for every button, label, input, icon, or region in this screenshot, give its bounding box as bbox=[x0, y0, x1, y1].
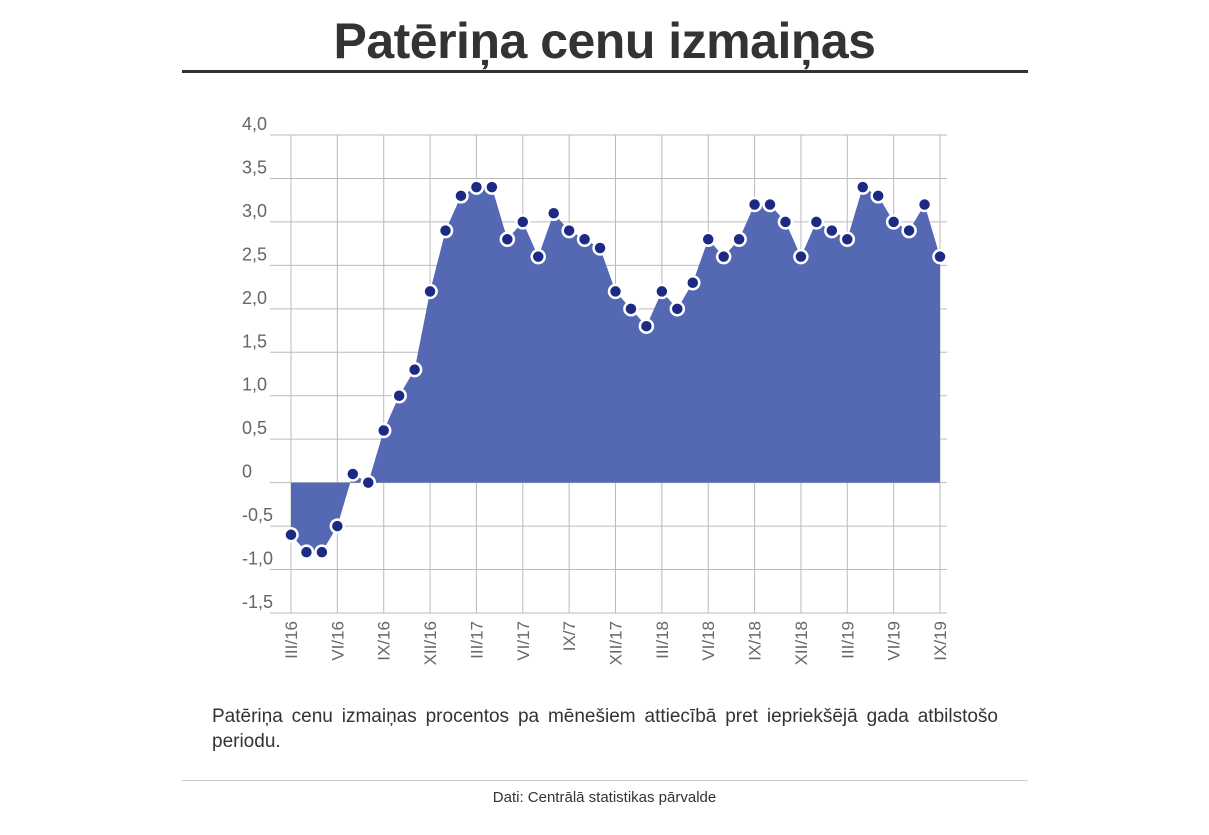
data-point bbox=[731, 231, 747, 248]
data-point bbox=[360, 474, 377, 491]
data-point bbox=[499, 231, 516, 248]
y-tick-label: 3,5 bbox=[242, 157, 267, 177]
data-point bbox=[808, 214, 825, 230]
x-tick-label: XII/16 bbox=[421, 621, 440, 665]
data-point bbox=[839, 231, 856, 248]
y-tick-label: 2,5 bbox=[242, 244, 267, 264]
data-point bbox=[854, 179, 871, 195]
x-tick-label: XII/18 bbox=[792, 621, 811, 665]
data-point bbox=[762, 196, 778, 213]
data-point bbox=[885, 214, 902, 230]
chart-description: Patēriņa cenu izmaiņas procentos pa mēne… bbox=[212, 706, 998, 752]
data-point bbox=[623, 301, 639, 317]
area-layer bbox=[291, 187, 940, 553]
data-point bbox=[314, 544, 330, 560]
chart-canvas: 4,0 3,5 3,0 2,5 2,0 1,5 1,0 0,5 0 -0,5 -1,0 -1,5 II… bbox=[242, 114, 950, 665]
series-area bbox=[291, 187, 940, 553]
data-point bbox=[437, 222, 454, 239]
x-tick-label: IX/7 bbox=[560, 621, 579, 651]
data-point bbox=[715, 248, 732, 265]
x-tick-label: VI/17 bbox=[514, 621, 533, 661]
data-point bbox=[793, 248, 809, 265]
y-tick-label: -0,5 bbox=[242, 505, 273, 525]
x-tick-label: III/17 bbox=[467, 621, 486, 659]
data-point bbox=[669, 301, 686, 317]
y-tick-label: 4,0 bbox=[242, 114, 267, 134]
data-point bbox=[515, 214, 531, 230]
data-point bbox=[484, 179, 500, 195]
data-point bbox=[453, 188, 469, 204]
x-axis-ticks: III/16 VI/16 IX/16 XII/16 III/17 VI/17 IX/7 XII… bbox=[282, 621, 950, 665]
y-tick-label: -1,0 bbox=[242, 549, 273, 569]
data-point bbox=[932, 248, 948, 265]
data-point bbox=[329, 518, 346, 534]
data-point bbox=[561, 222, 577, 239]
footer-divider bbox=[182, 780, 1028, 781]
x-tick-label: III/16 bbox=[282, 621, 301, 659]
y-tick-label: 1,5 bbox=[242, 331, 267, 351]
data-point bbox=[685, 274, 701, 291]
data-point bbox=[406, 361, 423, 378]
data-point bbox=[870, 188, 886, 204]
data-point bbox=[824, 222, 840, 239]
data-source: Dati: Centrālā statistikas pārvalde bbox=[492, 789, 717, 806]
data-point bbox=[576, 231, 593, 248]
y-tick-label: 2,0 bbox=[242, 288, 267, 308]
data-point bbox=[638, 318, 655, 334]
data-point bbox=[375, 422, 392, 439]
x-tick-label: XII/17 bbox=[607, 621, 626, 665]
data-point bbox=[916, 196, 933, 213]
data-point bbox=[283, 527, 299, 543]
data-point bbox=[468, 179, 485, 195]
page-title: Patēriņa cenu izmaiņas bbox=[333, 13, 876, 69]
x-tick-label: VI/18 bbox=[699, 621, 718, 661]
data-point bbox=[746, 196, 763, 213]
data-points bbox=[283, 179, 948, 560]
y-tick-label: -1,5 bbox=[242, 592, 273, 612]
data-point bbox=[298, 544, 315, 560]
data-point bbox=[654, 283, 670, 300]
data-point bbox=[391, 387, 407, 404]
x-tick-label: III/19 bbox=[838, 621, 857, 659]
y-axis-ticks: 4,0 3,5 3,0 2,5 2,0 1,5 1,0 0,5 0 -0,5 -1,0 -1,5 bbox=[242, 114, 273, 612]
data-point bbox=[422, 283, 438, 300]
data-point bbox=[545, 205, 562, 221]
x-tick-label: VI/19 bbox=[885, 621, 904, 661]
data-point bbox=[777, 214, 794, 230]
y-tick-label: 3,0 bbox=[242, 201, 267, 221]
y-tick-label: 1,0 bbox=[242, 375, 267, 395]
x-tick-label: III/18 bbox=[653, 621, 672, 659]
x-tick-label: IX/16 bbox=[375, 621, 394, 661]
data-point bbox=[901, 222, 917, 239]
y-tick-label: 0,5 bbox=[242, 418, 267, 438]
x-tick-label: VI/16 bbox=[328, 621, 347, 661]
data-point bbox=[700, 231, 716, 248]
data-point bbox=[530, 248, 546, 265]
data-point bbox=[345, 466, 361, 482]
data-point bbox=[607, 283, 624, 300]
y-tick-label: 0 bbox=[242, 462, 252, 482]
x-tick-label: IX/18 bbox=[746, 621, 765, 661]
title-underline bbox=[182, 70, 1028, 73]
data-point bbox=[592, 240, 608, 256]
x-tick-label: IX/19 bbox=[931, 621, 950, 661]
